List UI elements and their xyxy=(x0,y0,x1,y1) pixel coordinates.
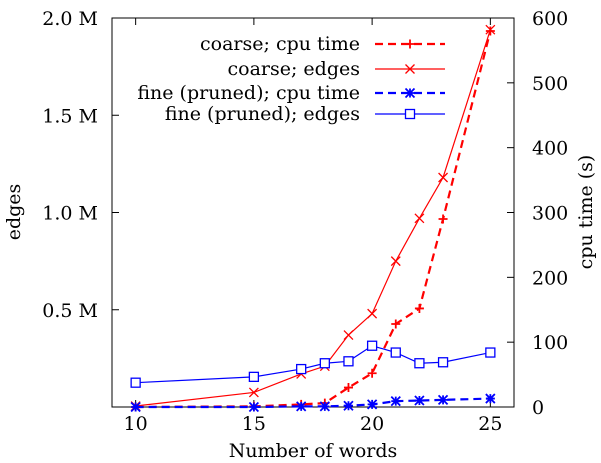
series-line xyxy=(135,29,491,407)
x-axis-label: Number of words xyxy=(229,440,398,462)
y-right-tick-label: 600 xyxy=(532,8,568,30)
y-left-tick-label: 0.5 M xyxy=(42,300,98,322)
data-point xyxy=(343,400,354,411)
y-left-tick-label: 2.0 M xyxy=(42,8,98,30)
data-point xyxy=(296,401,307,412)
data-point xyxy=(437,357,449,368)
data-point xyxy=(248,371,260,383)
series-3 xyxy=(130,340,496,388)
y-axis-label-right: cpu time (s) xyxy=(575,155,597,270)
y-right-tick-label: 500 xyxy=(532,73,568,95)
x-tick-label: 10 xyxy=(124,413,148,435)
data-point xyxy=(414,213,425,224)
data-point xyxy=(248,401,260,413)
legend-marker xyxy=(405,64,415,74)
axis-ticks: 10 15 20 25 0.5 M 1.0 M 1.5 M 2.0 M 0 100 200 300 40… xyxy=(42,8,568,435)
data-point xyxy=(437,394,449,406)
y-right-tick-label: 200 xyxy=(532,267,568,289)
y-right-tick-label: 100 xyxy=(532,332,568,354)
data-point xyxy=(485,393,496,404)
legend-marker xyxy=(404,108,416,120)
y-right-tick-label: 300 xyxy=(532,203,568,225)
x-tick-label: 20 xyxy=(360,413,384,435)
data-point xyxy=(319,358,330,369)
y-right-tick-label: 400 xyxy=(532,138,568,160)
data-point xyxy=(438,172,449,183)
y-left-tick-label: 1.5 M xyxy=(42,105,98,127)
series-line xyxy=(135,397,491,409)
series-line xyxy=(135,345,491,384)
y-left-tick-label: 1.0 M xyxy=(42,203,98,225)
data-point xyxy=(367,308,378,319)
data-point xyxy=(366,399,378,410)
data-point xyxy=(367,368,377,378)
data-point xyxy=(391,319,401,329)
legend-marker xyxy=(404,87,416,99)
data-point xyxy=(130,377,141,388)
data-point xyxy=(414,303,424,313)
x-tick-label: 15 xyxy=(242,413,266,435)
data-point xyxy=(343,356,354,367)
data-point xyxy=(343,330,354,340)
data-point xyxy=(414,358,425,369)
data-point xyxy=(130,401,141,413)
data-point xyxy=(414,395,425,406)
y-axis-label-left: edges xyxy=(3,184,25,241)
legend-marker xyxy=(405,39,415,49)
data-point xyxy=(438,214,448,224)
data-point xyxy=(390,347,401,358)
data-point xyxy=(296,363,307,375)
data-point xyxy=(390,396,401,407)
legend-label: coarse; edges xyxy=(228,58,361,80)
series-layer xyxy=(130,24,496,413)
legend-label: coarse; cpu time xyxy=(200,33,360,55)
y-right-tick-label: 0 xyxy=(532,397,544,419)
series-2 xyxy=(130,393,496,413)
data-point xyxy=(485,24,496,35)
data-point xyxy=(343,383,353,393)
data-point xyxy=(390,256,401,267)
data-point xyxy=(248,387,259,398)
data-point xyxy=(485,347,496,358)
data-point xyxy=(366,340,378,351)
x-tick-label: 25 xyxy=(478,413,502,435)
legend-label: fine (pruned); edges xyxy=(165,103,360,125)
legend-label: fine (pruned); cpu time xyxy=(137,82,360,104)
data-point xyxy=(319,401,330,412)
